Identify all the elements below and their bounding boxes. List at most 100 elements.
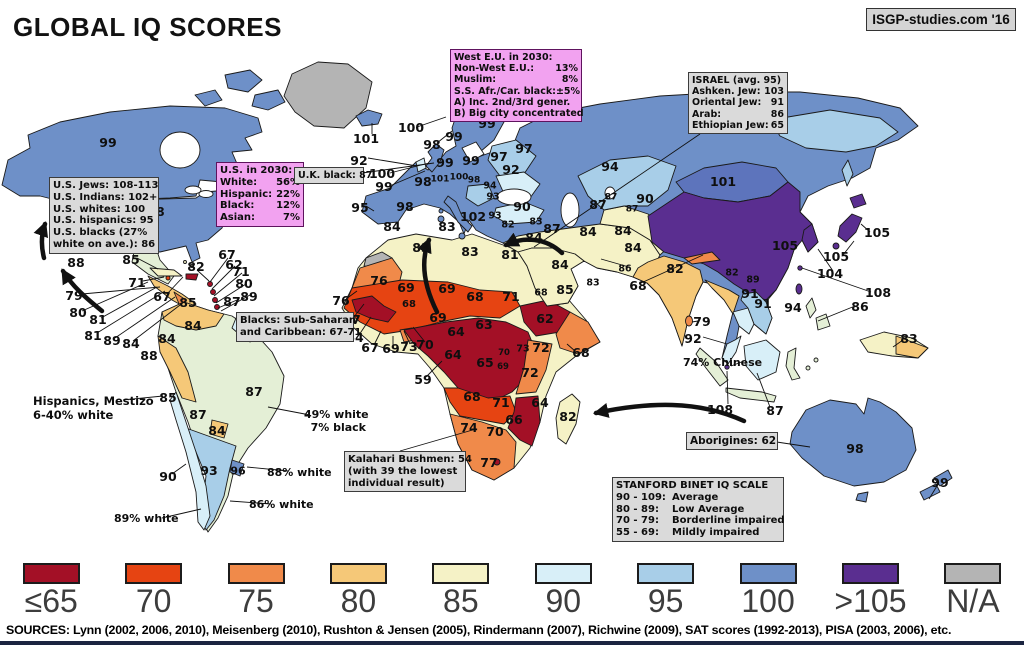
iq-score-label: 92 — [350, 152, 368, 168]
annotation-line: 88% white — [267, 466, 332, 479]
us-2030-box: U.S. in 2030: White: 56% Hispanic: 22% Black:… — [216, 162, 304, 227]
iq-score-label: 80 — [69, 304, 87, 320]
legend-item: 70 — [102, 558, 204, 619]
iq-score-label: 80 — [235, 275, 253, 291]
iq-score-label: 76 — [332, 292, 350, 308]
iq-score-label: 71 — [492, 394, 510, 410]
iq-score-label: 94 — [784, 299, 802, 315]
uruguay-pct-note: 88% white — [267, 466, 332, 480]
iq-score-label: 94 — [483, 180, 497, 192]
legend-item: 85 — [410, 558, 512, 619]
singapore-pct-note: 74% Chinese — [683, 356, 762, 370]
migration-arrow — [503, 232, 565, 256]
iq-score-label: 76 — [370, 272, 388, 288]
iq-score-label: 70 — [486, 423, 504, 439]
iq-score-label: 89 — [240, 288, 258, 304]
iq-score-label: 91 — [754, 295, 772, 311]
iq-score-label: 82 — [501, 219, 515, 231]
iq-score-label: 98 — [414, 173, 432, 189]
iq-score-label: 93 — [488, 210, 502, 222]
iq-score-label: 94 — [601, 158, 619, 174]
iq-score-label: 90 — [159, 468, 177, 484]
annotation-line: Blacks: Sub-Saharan — [240, 315, 357, 326]
legend-label: 70 — [135, 583, 172, 619]
iq-score-label: 77 — [480, 454, 498, 470]
iq-score-label: 93 — [486, 191, 500, 203]
annotation-line: Arab: 86 — [692, 108, 784, 120]
iq-score-label: 83 — [529, 216, 543, 228]
iq-score-label: 64 — [447, 323, 465, 339]
iq-score-label: 98 — [467, 175, 481, 186]
legend-label: 75 — [238, 583, 274, 619]
iq-score-label: 99 — [445, 128, 463, 144]
stanford-binet-box: STANFORD BINET IQ SCALE 90 - 109: Average 8… — [612, 477, 785, 542]
annotation-line: STANFORD BINET IQ SCALE — [616, 480, 769, 491]
legend-swatch — [841, 563, 899, 584]
annotation-line: 90 - 109: Average — [616, 491, 719, 503]
watermark-badge: ISGP-studies.com '16 — [866, 8, 1016, 31]
bottom-bar — [0, 641, 1024, 645]
iq-score-label: 70 — [498, 347, 510, 358]
annotation-line: 6-40% white — [33, 407, 114, 422]
iq-score-label: 69 — [438, 280, 456, 296]
iq-score-label: 63 — [475, 316, 493, 332]
legend-swatch — [739, 563, 797, 584]
iq-score-label: 84 — [614, 222, 632, 238]
us-groups-box: U.S. Jews: 108-113 U.S. Indians: 102+ U.S.… — [49, 177, 159, 254]
iq-score-label: 87 — [604, 192, 618, 203]
iq-score-label: 87 — [589, 196, 607, 212]
annotation-line: U.K. black: 87 — [298, 170, 373, 181]
iq-score-label: 108 — [864, 284, 892, 300]
iq-score-label: 84 — [624, 239, 642, 255]
iq-score-label: 97 — [515, 140, 533, 156]
annotation-line: Muslim: 8% — [454, 74, 578, 86]
iq-score-label: 68 — [534, 287, 548, 299]
legend-item: 95 — [614, 558, 716, 619]
iq-score-label: 68 — [629, 277, 647, 293]
annotation-line: U.S. hispanics: 95 — [53, 215, 154, 227]
migration-arrow — [60, 268, 105, 314]
annotation-line: Hispanics, Mestizo — [33, 394, 154, 408]
legend-swatch — [329, 563, 387, 584]
iq-score-label: 87 — [625, 204, 639, 215]
iq-score-label: 65 — [476, 354, 494, 370]
migration-arrow — [33, 221, 49, 261]
iq-score-label: 100 — [397, 119, 425, 135]
iq-score-label: 85 — [556, 281, 574, 297]
annotation-line: individual result) — [348, 477, 445, 489]
iq-score-label: 72 — [521, 364, 539, 380]
migration-arrows — [33, 221, 747, 424]
annotation-line: Oriental Jew: 91 — [692, 97, 784, 109]
iq-score-label: 71 — [128, 274, 146, 290]
iq-score-label: 83 — [461, 243, 479, 259]
blacks-caribbean-box: Blacks: Sub-Saharan and Caribbean: 67-71 — [236, 312, 361, 342]
legend-swatch — [944, 563, 1002, 584]
region-iceland — [355, 109, 383, 127]
page-title: GLOBAL IQ SCORES — [13, 12, 282, 42]
legend-label: 90 — [545, 583, 582, 619]
iq-score-label: 84 — [383, 218, 401, 234]
iq-score-label: 85 — [159, 389, 177, 405]
legend-swatch — [534, 563, 592, 584]
iq-score-label: 84 — [208, 422, 226, 438]
iq-score-label: 83 — [412, 239, 430, 255]
iq-score-label: 100 — [449, 172, 469, 183]
annotation-line: Hispanic: 22% — [220, 188, 300, 200]
iq-score-label: 99 — [375, 178, 393, 194]
legend-swatch — [22, 563, 80, 584]
iq-score-label: 84 — [184, 317, 202, 333]
region-south-america — [157, 301, 285, 533]
iq-score-label: 99 — [436, 154, 454, 170]
iq-score-label: 68 — [463, 388, 481, 404]
legend-label: 80 — [340, 583, 377, 619]
iq-score-label: 82 — [559, 408, 577, 424]
iq-score-label: 62 — [536, 310, 554, 326]
hispanics-note: Hispanics, Mestizo 6-40% white — [33, 394, 163, 422]
iq-score-label: 105 — [863, 224, 891, 240]
annotation-line: Aborigines: 62 — [690, 435, 777, 447]
kalahari-box: Kalahari Bushmen: 54 (with 39 the lowest i… — [344, 451, 472, 493]
legend-label: 85 — [443, 583, 479, 619]
iq-score-label: 87 — [223, 293, 241, 309]
iq-score-label: 84 — [122, 335, 140, 351]
legend-swatch — [125, 563, 183, 584]
